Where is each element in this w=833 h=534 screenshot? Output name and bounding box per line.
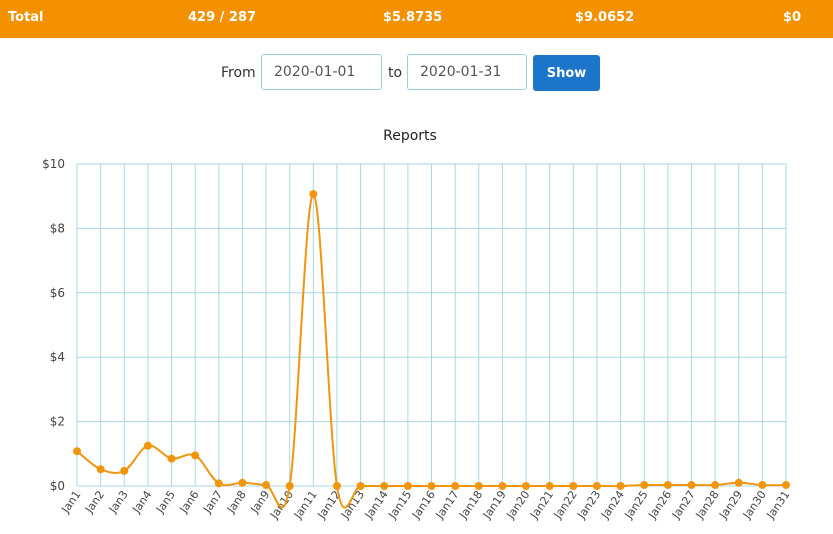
data-point [191, 451, 200, 460]
data-point [356, 482, 365, 490]
data-point [498, 482, 507, 490]
x-tick-label: Jan18 [456, 488, 485, 522]
data-point [380, 482, 389, 490]
data-point [309, 190, 318, 199]
data-point [451, 482, 460, 490]
data-point [403, 482, 412, 490]
x-tick-label: Jan22 [551, 488, 580, 522]
x-tick-label: Jan26 [645, 488, 674, 522]
show-button[interactable]: Show [533, 55, 600, 91]
totals-value-2: $9.0652 [575, 10, 635, 25]
data-point [285, 482, 294, 490]
data-point [96, 465, 105, 474]
data-point [687, 481, 696, 490]
x-tick-label: Jan2 [82, 488, 107, 516]
x-tick-label: Jan24 [598, 488, 627, 522]
x-tick-label: Jan5 [153, 488, 178, 516]
x-tick-label: Jan16 [409, 488, 438, 522]
data-point [734, 478, 743, 487]
end-date-input[interactable] [407, 54, 527, 90]
totals-label: Total [8, 10, 44, 25]
to-label: to [388, 65, 403, 81]
x-tick-label: Jan6 [177, 488, 202, 516]
y-tick-label: $10 [42, 157, 65, 171]
x-tick-label: Jan3 [106, 488, 131, 516]
x-tick-label: Jan23 [574, 488, 603, 522]
data-point [782, 481, 790, 490]
data-point [711, 481, 720, 490]
totals-bar: Total 429 / 287 $5.8735 $9.0652 $0 [0, 0, 833, 38]
data-point [616, 482, 625, 490]
x-tick-label: Jan4 [129, 488, 154, 516]
x-tick-label: Jan30 [740, 488, 769, 522]
x-tick-label: Jan28 [693, 488, 722, 522]
data-point [474, 482, 483, 490]
data-point [214, 479, 223, 488]
x-tick-label: Jan31 [763, 488, 792, 522]
x-tick-label: Jan14 [362, 488, 391, 522]
data-point [663, 481, 672, 490]
data-point [238, 478, 247, 487]
data-point [522, 482, 531, 490]
series-line [76, 193, 787, 509]
x-tick-label: Jan27 [669, 488, 698, 522]
x-tick-label: Jan11 [291, 488, 320, 522]
chart-title: Reports [383, 128, 437, 144]
totals-count: 429 / 287 [188, 10, 257, 25]
x-tick-label: Jan21 [527, 488, 556, 522]
data-point [332, 482, 341, 490]
from-label: From [221, 65, 256, 81]
y-tick-label: $8 [50, 221, 65, 235]
x-tick-label: Jan29 [716, 488, 745, 522]
totals-value-3: $0 [783, 10, 802, 25]
x-tick-label: Jan19 [480, 488, 509, 522]
x-tick-label: Jan25 [622, 488, 651, 522]
data-point [143, 441, 152, 450]
data-point [427, 482, 436, 490]
x-tick-label: Jan7 [200, 488, 225, 516]
totals-value-1: $5.8735 [383, 10, 443, 25]
x-tick-label: Jan15 [385, 488, 414, 522]
y-tick-label: $0 [50, 479, 65, 493]
date-filter: From to Show [0, 54, 833, 92]
x-tick-label: Jan17 [433, 488, 462, 522]
data-point [758, 481, 767, 490]
x-tick-label: Jan8 [224, 488, 249, 516]
data-point [73, 447, 81, 456]
start-date-input[interactable] [261, 54, 382, 90]
data-point [262, 481, 271, 490]
y-tick-label: $6 [50, 286, 65, 300]
data-point [569, 482, 578, 490]
data-point [640, 481, 649, 490]
data-point [545, 482, 554, 490]
data-point [592, 482, 601, 490]
y-tick-label: $4 [50, 350, 65, 364]
data-point [167, 454, 176, 463]
x-tick-label: Jan20 [504, 488, 533, 522]
y-tick-label: $2 [50, 415, 65, 429]
data-point [120, 466, 129, 475]
